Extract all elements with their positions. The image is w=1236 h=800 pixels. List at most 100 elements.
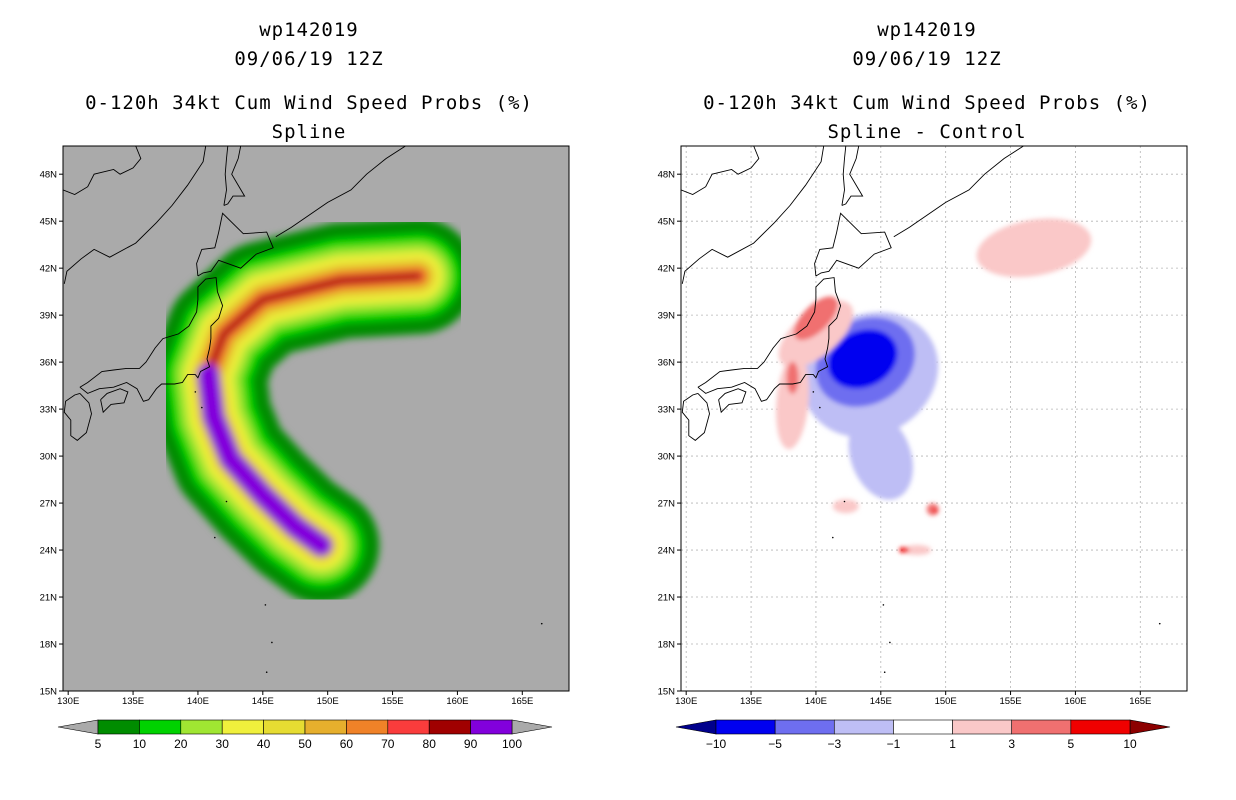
x-tick-label: 155E: [381, 696, 403, 707]
coastline-shikoku: [718, 388, 747, 414]
coastline-shikoku: [100, 388, 129, 414]
coastline-kyushu: [681, 392, 710, 441]
colorbar-segment: [470, 719, 513, 735]
colorbar-label: 60: [340, 737, 354, 751]
colorbar-low-extend: [675, 719, 717, 735]
colorbar-label: −3: [827, 737, 841, 751]
coastline-mainland: [681, 146, 760, 195]
title-product: 0-120h 34kt Cum Wind Speed Probs (%): [703, 92, 1151, 114]
colorbar-label: 90: [464, 737, 478, 751]
diff-pos-1: [832, 499, 859, 514]
colorbar-segment: [1070, 719, 1131, 735]
y-tick-label: 33N: [40, 405, 58, 416]
colorbar-label: 80: [423, 737, 437, 751]
coastline-coast_ru: [681, 146, 825, 284]
colorbar-segment: [715, 719, 776, 735]
axes: 130E 135E 140E 145E 150E 155E 160E 165E 15N 18N 21…: [40, 170, 534, 707]
colorbar-segment: [221, 719, 264, 735]
diff-pos-5: [932, 508, 938, 514]
x-tick-label: 155E: [999, 696, 1021, 707]
colorbar-label: 20: [174, 737, 188, 751]
gridlines: [681, 146, 1187, 691]
title-storm-id: wp142019: [259, 19, 359, 41]
y-tick-label: 48N: [40, 170, 58, 181]
colorbar-label: −5: [768, 737, 782, 751]
colorbar-label: −1: [887, 737, 901, 751]
y-tick-label: 33N: [658, 405, 676, 416]
colorbar-segment: [833, 719, 894, 735]
y-tick-label: 42N: [658, 264, 676, 275]
y-tick-label: 30N: [40, 452, 58, 463]
map-frame: [680, 145, 1188, 692]
colorbar-label: −10: [706, 737, 727, 751]
y-tick-label: 24N: [658, 546, 676, 557]
colorbar-label: 5: [1068, 737, 1075, 751]
title-method: Spline - Control: [827, 121, 1027, 143]
coastline-sakhalin_e: [841, 146, 864, 206]
y-tick-label: 21N: [658, 593, 676, 604]
prob-contour-90: [197, 363, 333, 557]
colorbar-label: 10: [133, 737, 147, 751]
y-tick-label: 27N: [40, 499, 58, 510]
prob-map-chart: 130E 135E 140E 145E 150E 155E 160E 165E 15N 18N 21…: [40, 145, 570, 751]
diff-pos-3: [794, 296, 838, 341]
island-dot: [214, 536, 216, 539]
coastline-kyushu: [63, 392, 92, 441]
title-datetime: 09/06/19 12Z: [852, 48, 1002, 70]
y-tick-label: 21N: [40, 593, 58, 604]
diff-pos-1: [776, 353, 810, 450]
coastline-coast_ru: [63, 146, 207, 284]
title-product: 0-120h 34kt Cum Wind Speed Probs (%): [85, 92, 533, 114]
coastline-kuriles: [893, 146, 1024, 238]
y-tick-label: 30N: [658, 452, 676, 463]
colorbar-label: 50: [298, 737, 312, 751]
title-method: Spline: [271, 121, 347, 143]
coastline-hokkaido: [196, 212, 274, 277]
title-datetime: 09/06/19 12Z: [234, 48, 384, 70]
diff-pos-1: [903, 545, 932, 556]
y-tick-label: 48N: [658, 170, 676, 181]
island-dot: [812, 391, 815, 393]
colorbar-segment: [97, 719, 140, 735]
coastline-kuriles: [275, 146, 406, 238]
x-tick-label: 145E: [252, 696, 274, 707]
coastline: [63, 146, 543, 674]
y-tick-label: 45N: [40, 217, 58, 228]
island-dot: [540, 622, 543, 625]
island-dot: [1158, 622, 1161, 625]
x-tick-label: 130E: [675, 696, 697, 707]
colorbar-segment: [304, 719, 347, 735]
y-tick-label: 18N: [40, 640, 58, 651]
y-tick-label: 15N: [40, 687, 58, 698]
x-tick-label: 135E: [740, 696, 762, 707]
colorbar-label: 30: [216, 737, 230, 751]
island-dot: [832, 536, 834, 539]
x-tick-label: 145E: [870, 696, 892, 707]
probability-field: [150, 218, 477, 604]
x-tick-label: 165E: [511, 696, 533, 707]
diff-neg-3: [848, 412, 913, 500]
island-dot: [882, 604, 885, 606]
y-tick-label: 42N: [40, 264, 58, 275]
x-tick-label: 135E: [122, 696, 144, 707]
diff-pos-1: [976, 218, 1092, 278]
x-tick-label: 150E: [935, 696, 957, 707]
title-storm-id: wp142019: [877, 19, 977, 41]
map-background: [681, 146, 1187, 691]
colorbar-segment: [263, 719, 306, 735]
colorbar-label: 1: [949, 737, 956, 751]
island-dot: [265, 671, 268, 674]
colorbar-label: 3: [1008, 737, 1015, 751]
island-dot: [201, 406, 203, 409]
diff-neg-10: [827, 329, 898, 389]
diff-pos-3: [786, 361, 799, 394]
coastline: [681, 146, 1161, 674]
colorbar-segment: [1011, 719, 1072, 735]
y-tick-label: 27N: [658, 499, 676, 510]
axes: 130E 135E 140E 145E 150E 155E 160E 165E 15N 18N 21…: [658, 170, 1152, 707]
colorbar-segment: [428, 719, 471, 735]
diff-pos-5: [899, 547, 910, 554]
x-tick-label: 150E: [317, 696, 339, 707]
diff-map-chart: 130E 135E 140E 145E 150E 155E 160E 165E 15N 18N 21…: [658, 145, 1188, 751]
coastline-sakhalin_e: [223, 146, 246, 206]
